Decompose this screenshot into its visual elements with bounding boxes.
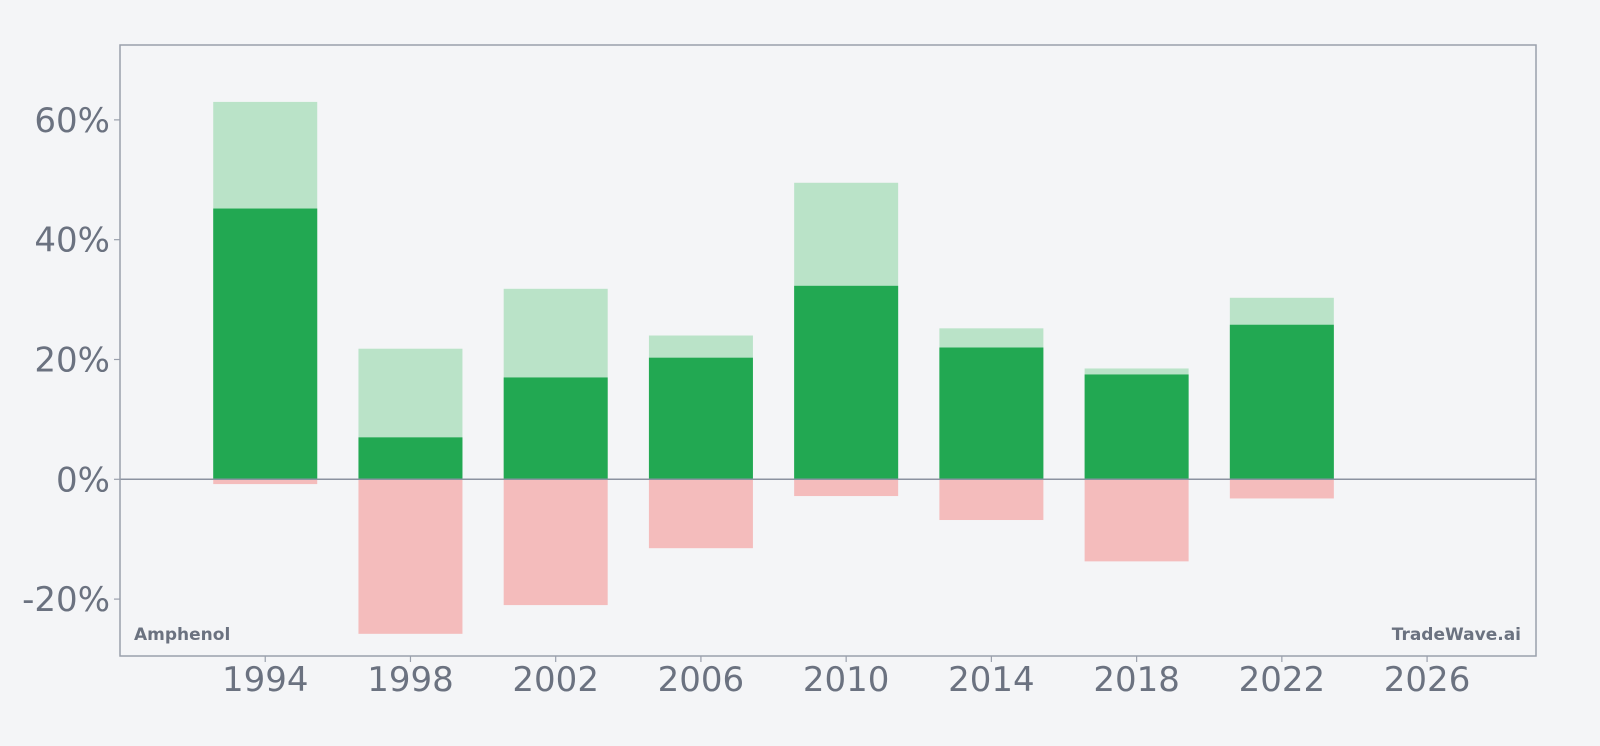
x-tick-label: 2006 <box>658 660 745 700</box>
close-bar <box>939 347 1044 480</box>
low-bar <box>358 479 463 634</box>
close-bar <box>794 285 899 480</box>
low-bar <box>503 479 608 606</box>
low-bar <box>794 479 899 497</box>
x-axis: 1994 1998 2002 2006 2010 2014 2018 2022 2026 <box>222 656 1470 700</box>
low-bar <box>213 479 318 485</box>
y-tick-label: -20% <box>22 580 110 620</box>
x-tick-label: 1998 <box>367 660 454 700</box>
x-tick-label: 2022 <box>1239 660 1326 700</box>
low-bar <box>939 479 1044 521</box>
close-bar <box>503 377 608 480</box>
x-tick-label: 1994 <box>222 660 309 700</box>
close-bar <box>1229 324 1334 480</box>
x-tick-label: 2014 <box>948 660 1035 700</box>
x-tick-label: 2002 <box>512 660 599 700</box>
close-bar <box>1084 374 1189 480</box>
bars-layer <box>213 101 1334 634</box>
close-bar <box>213 208 318 480</box>
company-label: Amphenol <box>134 625 230 645</box>
x-tick-label: 2018 <box>1093 660 1180 700</box>
close-bar <box>358 437 463 480</box>
low-bar <box>1084 479 1189 562</box>
y-tick-label: 40% <box>34 221 110 261</box>
plot-frame <box>119 44 1537 657</box>
y-tick-label: 0% <box>56 460 110 500</box>
brand-label: TradeWave.ai <box>1392 625 1521 645</box>
y-axis: -20% 0% 20% 40% 60% <box>22 101 120 620</box>
y-tick-label: 20% <box>34 340 110 380</box>
y-tick-label: 60% <box>34 101 110 141</box>
low-bar <box>648 479 753 549</box>
low-bar <box>1229 479 1334 499</box>
x-tick-label: 2010 <box>803 660 890 700</box>
x-tick-label: 2026 <box>1384 660 1471 700</box>
close-bar <box>648 357 753 480</box>
